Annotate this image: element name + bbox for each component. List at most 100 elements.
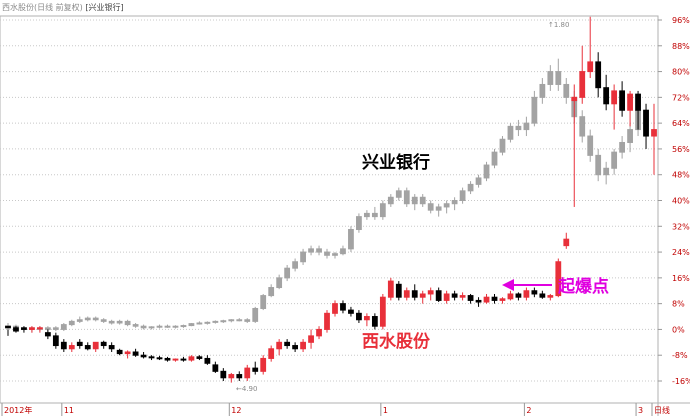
candle-body: [180, 358, 187, 361]
candle-body: [547, 295, 554, 298]
candle-body: [252, 367, 259, 372]
candle-body: [491, 296, 498, 301]
candle-body: [459, 190, 466, 201]
candle-body: [92, 341, 99, 350]
candle-body: [635, 93, 641, 111]
candle-body: [300, 251, 306, 263]
candle-body: [100, 319, 107, 322]
candle-body: [611, 151, 618, 169]
x-tick-label: 3: [638, 406, 643, 415]
candle-body: [196, 322, 203, 325]
x-tick-label: 日线: [654, 405, 670, 415]
candle-body: [643, 109, 649, 137]
candle-body: [332, 253, 338, 256]
candle-body: [459, 295, 466, 298]
candle-body: [499, 298, 506, 301]
candle-body: [116, 349, 123, 355]
candle-body: [284, 341, 291, 347]
candle-body: [531, 290, 538, 295]
candle-body: [443, 203, 450, 208]
candle-body: [579, 116, 586, 137]
candle-body: [619, 90, 626, 111]
candle-body: [140, 325, 147, 329]
candle-body: [340, 248, 346, 255]
candle-body: [419, 293, 426, 298]
candle-body: [244, 319, 251, 322]
candle-body: [212, 364, 219, 372]
candle-body: [68, 320, 75, 326]
y-tick-label: 40%: [672, 197, 690, 206]
candle-body: [21, 327, 27, 330]
candle-body: [84, 345, 91, 350]
series-label-xishui: 西水股份: [362, 331, 431, 352]
candle-body: [419, 196, 426, 205]
candle-body: [220, 370, 227, 379]
candle-body: [387, 280, 394, 298]
candle-body: [627, 129, 633, 143]
candle-body: [148, 356, 155, 359]
candle-body: [276, 341, 283, 350]
candle-body: [427, 203, 434, 211]
candle-body: [100, 341, 107, 347]
candle-body: [348, 229, 354, 250]
candle-body: [140, 354, 147, 358]
x-tick-label: 2: [526, 406, 531, 415]
candle-body: [124, 320, 131, 326]
candle-body: [499, 138, 506, 153]
candle-body: [363, 316, 370, 321]
candle-body: [236, 374, 243, 379]
candle-body: [475, 177, 482, 185]
candle-body: [276, 277, 283, 289]
candle-body: [411, 290, 418, 298]
candle-body: [651, 129, 657, 137]
candle-body: [324, 251, 330, 256]
y-tick-label: 72%: [672, 93, 690, 102]
candle-body: [555, 71, 562, 85]
candle-body: [379, 203, 386, 218]
candle-body: [547, 71, 554, 85]
candle-body: [292, 345, 299, 350]
candle-body: [164, 325, 171, 328]
candle-body: [84, 317, 91, 321]
candle-body: [523, 122, 530, 131]
candle-body: [427, 290, 434, 295]
candle-body: [60, 324, 67, 330]
y-tick-label: 96%: [672, 16, 690, 25]
candle-body: [268, 348, 275, 359]
y-tick-label: 64%: [672, 119, 690, 128]
y-tick-label: 80%: [672, 68, 690, 77]
candle-body: [132, 351, 139, 356]
candle-body: [172, 358, 179, 361]
candle-body: [603, 87, 610, 105]
candle-body: [555, 261, 562, 297]
arrow-head: [502, 279, 514, 291]
candle-body: [204, 321, 211, 324]
candle-body: [172, 325, 179, 328]
candle-body: [363, 212, 370, 218]
candle-body: [29, 327, 35, 330]
candle-body: [395, 190, 402, 198]
candle-body: [204, 357, 211, 364]
candle-body: [356, 312, 362, 321]
candle-body: [308, 248, 314, 253]
chart-header-primary: 西水股份(日线 前复权): [2, 3, 83, 12]
candle-body: [595, 154, 602, 176]
candle-body: [268, 287, 275, 297]
candle-body: [340, 303, 346, 311]
candle-body: [244, 367, 251, 379]
candle-body: [156, 325, 163, 328]
candle-body: [252, 307, 259, 322]
x-tick-label: 2012年: [4, 405, 32, 415]
candle-body: [52, 335, 59, 347]
candle-body: [324, 312, 330, 330]
candle-body: [236, 319, 243, 322]
candle-body: [108, 320, 115, 324]
candle-body: [443, 293, 450, 301]
y-tick-label: 0%: [672, 325, 685, 334]
candle-body: [507, 125, 514, 140]
candle-body: [371, 212, 378, 218]
candle-body: [332, 303, 338, 314]
candle-body: [260, 295, 267, 309]
candle-body: [92, 317, 99, 321]
